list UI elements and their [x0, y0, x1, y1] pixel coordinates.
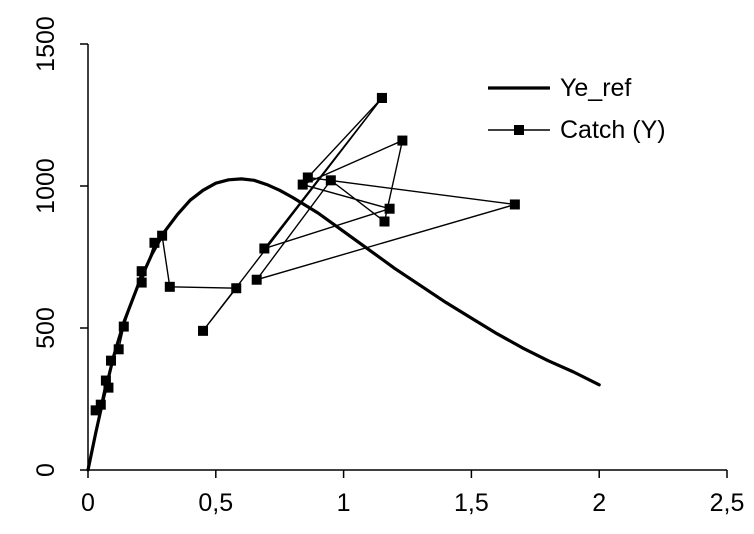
y-tick-label: 500	[32, 307, 60, 349]
catch-point	[100, 375, 111, 386]
catch-point	[103, 382, 114, 393]
x-tick-label: 2,5	[710, 489, 745, 517]
series-line-catch	[95, 97, 516, 411]
catch-point	[136, 277, 147, 288]
y-tick-label: 1000	[32, 158, 60, 214]
catch-point	[95, 399, 106, 410]
y-tick-label: 0	[32, 463, 60, 477]
legend-label-ye-ref: Ye_ref	[560, 74, 631, 102]
catch-point	[118, 321, 129, 332]
x-tick-label: 2	[592, 489, 606, 517]
catch-point	[251, 274, 262, 285]
catch-point	[231, 283, 242, 294]
catch-point	[259, 243, 270, 254]
catch-point	[113, 344, 124, 355]
x-tick-label: 0	[81, 489, 95, 517]
catch-point	[157, 230, 168, 241]
catch-point	[397, 135, 408, 146]
catch-point	[376, 92, 387, 103]
catch-point	[297, 179, 308, 190]
legend-marker-catch	[514, 125, 524, 135]
catch-point	[302, 172, 313, 183]
x-tick-label: 1,5	[454, 489, 489, 517]
catch-point	[198, 325, 209, 336]
x-axis-ticks: 0 0,5 1 1,5 2 2,5	[81, 470, 744, 517]
catch-point	[384, 203, 395, 214]
series-line-ye-ref	[86, 177, 601, 472]
plot-series	[86, 92, 601, 472]
legend: Ye_ref Catch (Y)	[488, 74, 666, 144]
x-tick-label: 1	[337, 489, 351, 517]
y-axis-ticks: 0 500 1000 1500	[32, 16, 88, 477]
catch-point	[325, 175, 336, 186]
catch-point	[136, 266, 147, 277]
catch-point	[90, 405, 101, 416]
x-tick-label: 0,5	[198, 489, 233, 517]
catch-point	[164, 281, 175, 292]
y-tick-label: 1500	[32, 16, 60, 72]
legend-label-catch: Catch (Y)	[560, 116, 666, 144]
catch-point	[106, 355, 117, 366]
catch-point	[379, 216, 390, 227]
catch-point	[509, 199, 520, 210]
catch-point	[149, 237, 160, 248]
